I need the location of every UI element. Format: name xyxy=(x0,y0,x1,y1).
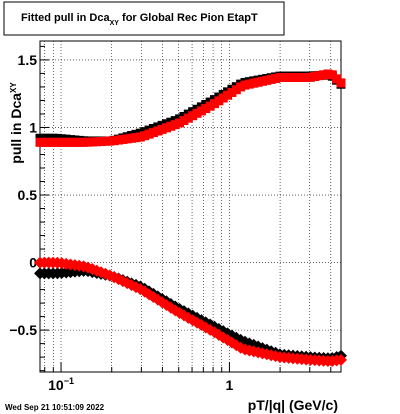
title-box: Fitted pull in DcaXY for Global Rec Pion… xyxy=(3,1,285,36)
x-tick-label-exponent: −1 xyxy=(64,376,74,386)
data-point-diamond xyxy=(121,277,134,290)
timestamp: Wed Sep 21 10:51:09 2022 xyxy=(5,403,105,412)
title-subscript: XY xyxy=(110,20,120,27)
y-tick-label: 1 xyxy=(29,119,37,135)
x-tick-label-base: 1 xyxy=(226,377,234,393)
title-tail: for Global Rec Pion EtapT xyxy=(119,12,258,24)
data-point-diamond xyxy=(116,275,129,288)
axes: −0.5 0 0.5 1 1.5 10−1 1 xyxy=(9,40,342,393)
y-tick-label: 1.5 xyxy=(18,52,38,68)
y-tick-label: −0.5 xyxy=(9,322,37,338)
data-point-square xyxy=(336,78,346,88)
x-tick-label: 10−1 xyxy=(48,376,74,393)
y-tick-label: 0.5 xyxy=(18,187,38,203)
series-1-markers xyxy=(35,69,346,147)
y-axis-title-main: pull in Dca xyxy=(8,93,24,164)
title-frame xyxy=(3,1,285,36)
chart-title: Fitted pull in DcaXY for Global Rec Pion… xyxy=(21,12,258,27)
data-point-diamond xyxy=(335,353,347,366)
series-3-markers xyxy=(34,256,347,368)
y-axis-title-subscript: XY xyxy=(9,82,18,93)
data-markers xyxy=(34,69,347,368)
title-main: Fitted pull in Dca xyxy=(21,12,110,24)
grid-lines xyxy=(40,41,341,372)
x-tick-label-base: 10 xyxy=(48,377,64,393)
plot-frame xyxy=(39,40,342,373)
y-axis-title: pull in DcaXY xyxy=(8,82,24,164)
y-tick-label: 0 xyxy=(29,255,37,271)
x-axis-title: pT/|q| (GeV/c) xyxy=(248,397,338,413)
x-tick-label: 1 xyxy=(226,377,234,393)
